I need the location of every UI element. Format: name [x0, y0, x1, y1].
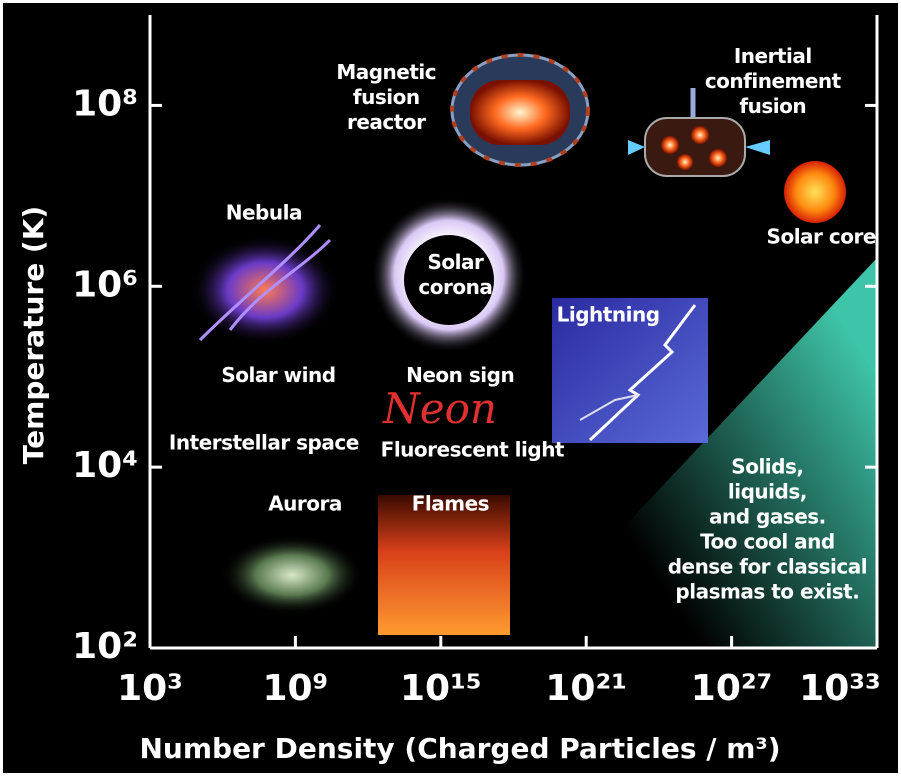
annotation-line: Inertial [734, 44, 812, 68]
y-tick-label: 10⁶ [72, 264, 138, 305]
annotation: Solids,liquids,and gases.Too cool andden… [668, 454, 868, 603]
x-axis-title: Number Density (Charged Particles / m³) [139, 732, 780, 765]
aurora-image [220, 535, 364, 615]
annotation-line: reactor [347, 110, 426, 134]
neon-glyph: Neon [382, 384, 497, 433]
sun-image [784, 161, 846, 223]
annotation-line: plasmas to exist. [675, 579, 859, 603]
annotation: Solar wind [221, 363, 336, 387]
annotation-line: Neon sign [406, 363, 514, 387]
x-tick-label: 10³³ [799, 668, 881, 709]
annotation-line: Interstellar space [169, 431, 359, 455]
annotation-line: Solar wind [221, 363, 335, 387]
y-tick-label: 10² [72, 626, 138, 667]
x-tick-label: 10⁹ [262, 668, 328, 709]
annotation-line: Lightning [557, 302, 660, 326]
x-tick-label: 10³ [117, 668, 183, 709]
annotation-line: liquids, [728, 479, 807, 503]
annotation-line: confinement [705, 69, 842, 93]
corona-image [371, 197, 527, 353]
flames-image [378, 495, 510, 635]
annotation-line: Fluorescent light [381, 438, 565, 462]
annotation: Nebula [226, 201, 303, 225]
annotation-line: and gases. [709, 504, 826, 528]
cool-region [510, 258, 877, 648]
annotation: Interstellar space [169, 431, 359, 455]
x-tick-label: 10²⁷ [691, 668, 773, 709]
annotation-line: fusion [353, 85, 420, 109]
axes-frame [148, 15, 879, 650]
annotation: Aurora [268, 492, 342, 516]
annotation-line: dense for classical [668, 554, 867, 578]
annotation-line: Solar [427, 250, 483, 274]
annotation-line: Nebula [226, 201, 302, 225]
annotation: Flames [412, 492, 490, 516]
y-axis-title: Temperature (K) [17, 206, 50, 464]
lightning-image [552, 298, 708, 443]
x-tick-label: 10²¹ [545, 668, 627, 709]
nebula-image [190, 224, 340, 345]
annotation-line: Too cool and [700, 529, 835, 553]
annotation-line: Solar core [767, 225, 876, 249]
annotation-line: corona [418, 275, 492, 299]
annotation-line: Magnetic [336, 60, 436, 84]
annotation-line: Solids, [731, 454, 803, 478]
annotation: Lightning [557, 302, 660, 326]
annotation-line: fusion [739, 94, 806, 118]
annotation: Neon sign [406, 363, 515, 387]
tokamak-image [450, 53, 590, 167]
y-tick-label: 10⁸ [72, 83, 138, 124]
x-tick-label: 10¹⁵ [400, 668, 482, 709]
capsule-image [628, 88, 770, 177]
annotation-line: Aurora [268, 492, 342, 516]
y-tick-label: 10⁴ [72, 445, 138, 486]
annotation: Solar core [767, 225, 877, 249]
annotation: Fluorescent light [381, 438, 566, 462]
annotation-line: Flames [412, 492, 489, 516]
